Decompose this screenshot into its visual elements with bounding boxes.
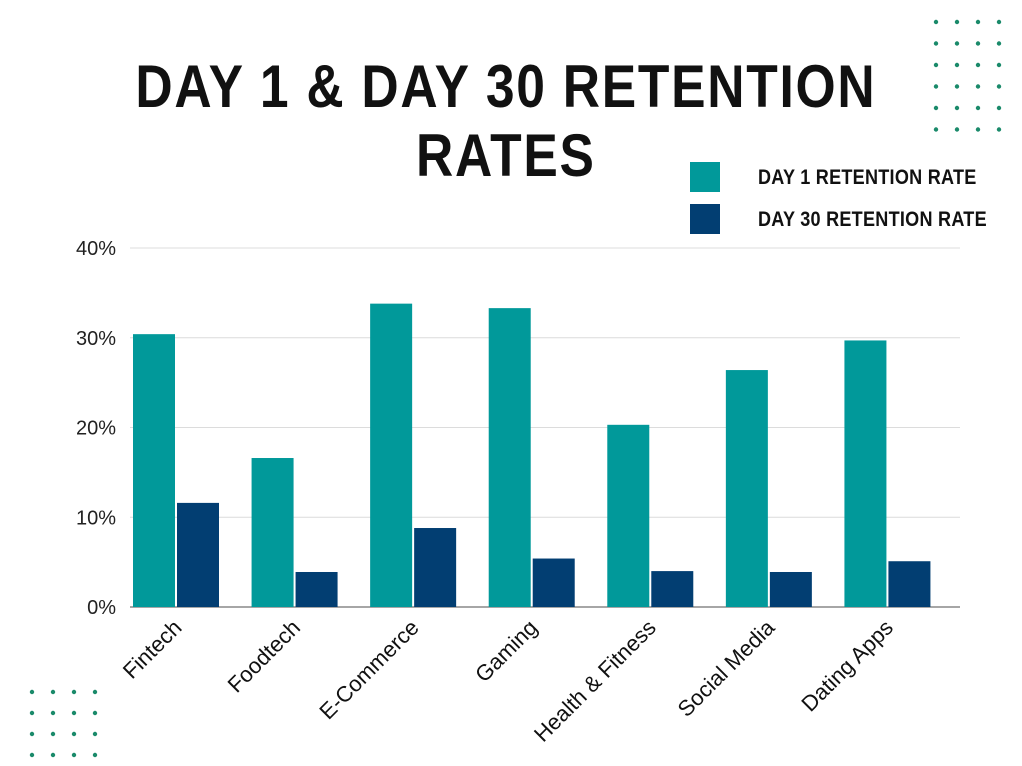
y-tick-label: 40% [76,238,116,260]
decorative-dot [975,62,981,68]
decorative-dot [933,127,939,132]
decorative-dot [50,731,56,737]
decorative-dot [954,84,960,89]
bar-day30 [414,528,457,607]
bar-day30 [888,561,931,607]
y-tick-label: 20% [76,418,116,440]
legend-label-day1: DAY 1 RETENTION RATE [758,166,977,189]
decorative-dot [954,19,960,25]
decorative-dot [50,710,56,716]
decorative-dot [954,62,960,68]
decorative-dot [92,689,98,695]
decorative-dot [996,127,1002,132]
x-tick-label: E-Commerce [314,615,423,724]
decorative-dot [933,41,939,46]
x-tick-label: Fintech [118,615,187,684]
decorative-dot [933,84,939,89]
decorative-dot [996,84,1002,89]
decorative-dot [71,710,77,716]
decorative-dot [996,62,1002,68]
bar-day1 [844,340,887,607]
bar-day1 [488,308,531,607]
bar-day30 [295,571,338,607]
decorative-dot [50,752,56,758]
bar-day1 [607,424,650,607]
decorative-dot [933,19,939,25]
x-tick-label: Health & Fitness [529,615,661,747]
bar-day30 [769,571,812,607]
decorative-dot [996,105,1002,111]
decorative-dot-grid-bottom-left [29,689,98,758]
legend-swatch-day1 [690,162,720,192]
x-tick-label: Dating Apps [796,615,898,717]
decorative-dot [954,127,960,132]
bar-day30 [651,571,694,607]
bar-day30 [177,502,219,607]
bar-day1 [133,334,175,607]
decorative-dot [933,105,939,111]
decorative-dot [954,41,960,46]
decorative-dot [29,710,35,716]
bar-day1 [251,458,294,607]
decorative-dot [92,752,98,758]
y-tick-label: 30% [76,328,116,350]
bar-day1 [370,303,413,607]
decorative-dot [954,105,960,111]
x-tick-label: Foodtech [223,615,306,698]
legend-label-day30: DAY 30 RETENTION RATE [758,208,987,231]
x-tick-label: Social Media [673,614,780,721]
decorative-dot [975,41,981,46]
bar-day30 [532,558,575,607]
decorative-dot [975,105,981,111]
decorative-dot [29,689,35,695]
decorative-dot [50,689,56,695]
decorative-dot [975,127,981,132]
bar-day1 [725,370,768,607]
chart-title: DAY 1 & DAY 30 RETENTION RATES [135,53,877,189]
decorative-dot [29,731,35,737]
decorative-dot [71,752,77,758]
decorative-dot [71,689,77,695]
legend-swatch-day30 [690,204,720,234]
decorative-dot [996,19,1002,25]
decorative-dot [933,62,939,68]
decorative-dot [975,84,981,89]
x-tick-label: Gaming [470,615,542,687]
decorative-dot [996,41,1002,46]
y-tick-label: 0% [87,597,116,619]
decorative-dot [29,752,35,758]
y-tick-label: 10% [76,507,116,529]
decorative-dot-grid-top-right [933,19,1002,132]
decorative-dot [92,710,98,716]
decorative-dot [975,19,981,25]
decorative-dot [92,731,98,737]
decorative-dot [71,731,77,737]
